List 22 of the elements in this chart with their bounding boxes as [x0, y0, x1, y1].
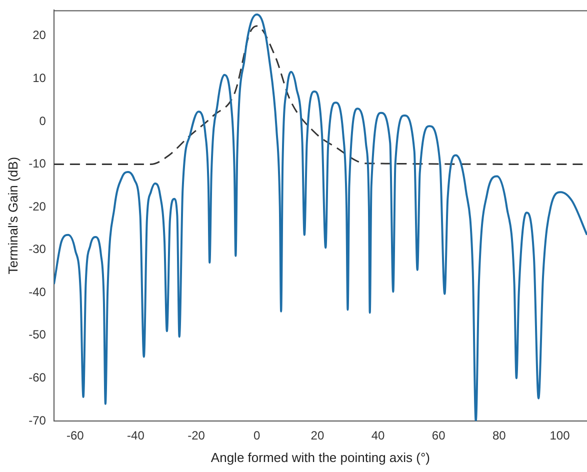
x-tick-label: -60 — [66, 428, 84, 443]
line-series — [54, 13, 587, 421]
y-tick-label: 20 — [32, 28, 46, 42]
x-tick-label: 20 — [310, 428, 324, 443]
x-tick-label: 100 — [550, 428, 570, 443]
x-tick-label: 60 — [432, 428, 446, 443]
y-axis-title: Terminal's Gain (dB) — [5, 156, 20, 274]
y-tick-label: -40 — [28, 284, 46, 299]
x-tick-label: 80 — [492, 428, 506, 443]
y-tick-label: -20 — [28, 199, 46, 214]
y-tick-label: -50 — [28, 328, 46, 342]
x-axis-title: Angle formed with the pointing axis (°) — [210, 450, 430, 465]
x-tick-label: 0 — [254, 428, 261, 443]
y-tick-label: 10 — [32, 70, 46, 85]
x-tick-label: -40 — [127, 428, 145, 443]
y-tick-label: -30 — [28, 242, 46, 256]
x-tick-label: 40 — [371, 428, 386, 443]
y-tick-label: -10 — [28, 156, 46, 171]
y-tick-label: -70 — [28, 413, 46, 428]
x-tick-label: -20 — [188, 428, 206, 443]
y-tick-label: 0 — [39, 114, 46, 128]
y-tick-label: -60 — [28, 370, 46, 385]
